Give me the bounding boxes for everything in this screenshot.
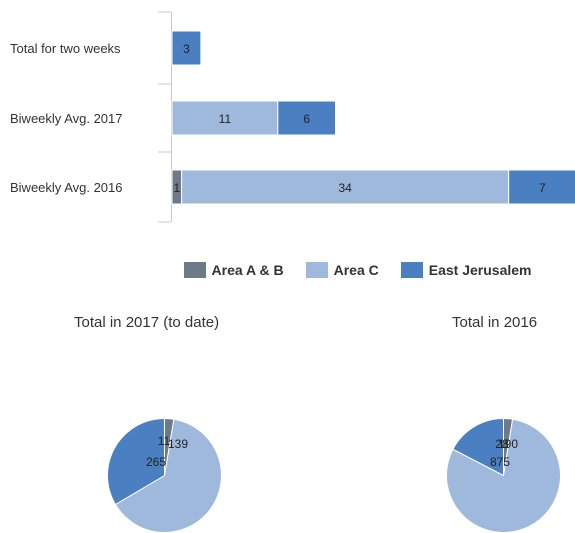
data-label-area-c-biweekly-avg-2017: 11: [219, 112, 232, 126]
pie-label-east-jerusalem: 139: [168, 437, 188, 451]
legend-item-area-c[interactable]: Area C: [305, 258, 379, 282]
data-label-area-a-b-biweekly-avg-2016: 1: [173, 181, 180, 195]
data-label-east-jerusalem-biweekly-avg-2016: 7: [539, 181, 546, 195]
legend-label-east-jerusalem: East Jerusalem: [428, 262, 532, 278]
legend-swatch-east-jerusalem: [400, 262, 423, 278]
pie-slice-east-jerusalem[interactable]: [452, 417, 504, 477]
pie-title-2016: Total in 2016: [452, 314, 538, 331]
pie-chart-2016: 28 875 190: [446, 417, 561, 533]
pie-label-area-a-b: 11: [158, 434, 171, 448]
category-label-biweekly-avg-2016: Biweekly Avg. 2016: [10, 180, 123, 195]
pie-label-area-c: 265: [146, 455, 166, 469]
pie-label-east-jerusalem: 190: [498, 437, 518, 451]
legend-label-area-c: Area C: [333, 262, 379, 278]
legend-swatch-area-ab: [183, 262, 206, 278]
chart-legend: Area A & B Area C East Jerusalem: [0, 258, 575, 282]
legend-item-east-jerusalem[interactable]: East Jerusalem: [400, 258, 532, 282]
category-label-biweekly-avg-2017: Biweekly Avg. 2017: [10, 111, 123, 126]
bar-east-jerusalem-total-for-two-weeks[interactable]: [171, 30, 202, 66]
pie-slice-east-jerusalem[interactable]: [107, 417, 165, 506]
pie-title-2017: Total in 2017 (to date): [74, 314, 220, 331]
bar-east-jerusalem-biweekly-avg-2016[interactable]: [508, 169, 575, 205]
legend-swatch-area-c: [305, 262, 328, 278]
bar-east-jerusalem-biweekly-avg-2017[interactable]: [277, 100, 337, 136]
data-label-east-jerusalem-biweekly-avg-2017: 6: [303, 112, 310, 126]
category-label-total-for-two-weeks: Total for two weeks: [10, 41, 121, 56]
pie-label-area-a-b: 28: [495, 437, 509, 451]
data-label-east-jerusalem-total-for-two-weeks: 3: [183, 42, 190, 56]
data-label-area-c-biweekly-avg-2016: 34: [338, 181, 352, 195]
legend-item-area-ab[interactable]: Area A & B: [183, 258, 284, 282]
stacked-bar-chart: Total for two weeks03Biweekly Avg. 20170…: [10, 11, 575, 223]
bar-area-c-biweekly-avg-2016[interactable]: [181, 169, 510, 205]
legend-label-area-ab: Area A & B: [211, 262, 284, 278]
pie-label-area-c: 875: [490, 455, 510, 469]
